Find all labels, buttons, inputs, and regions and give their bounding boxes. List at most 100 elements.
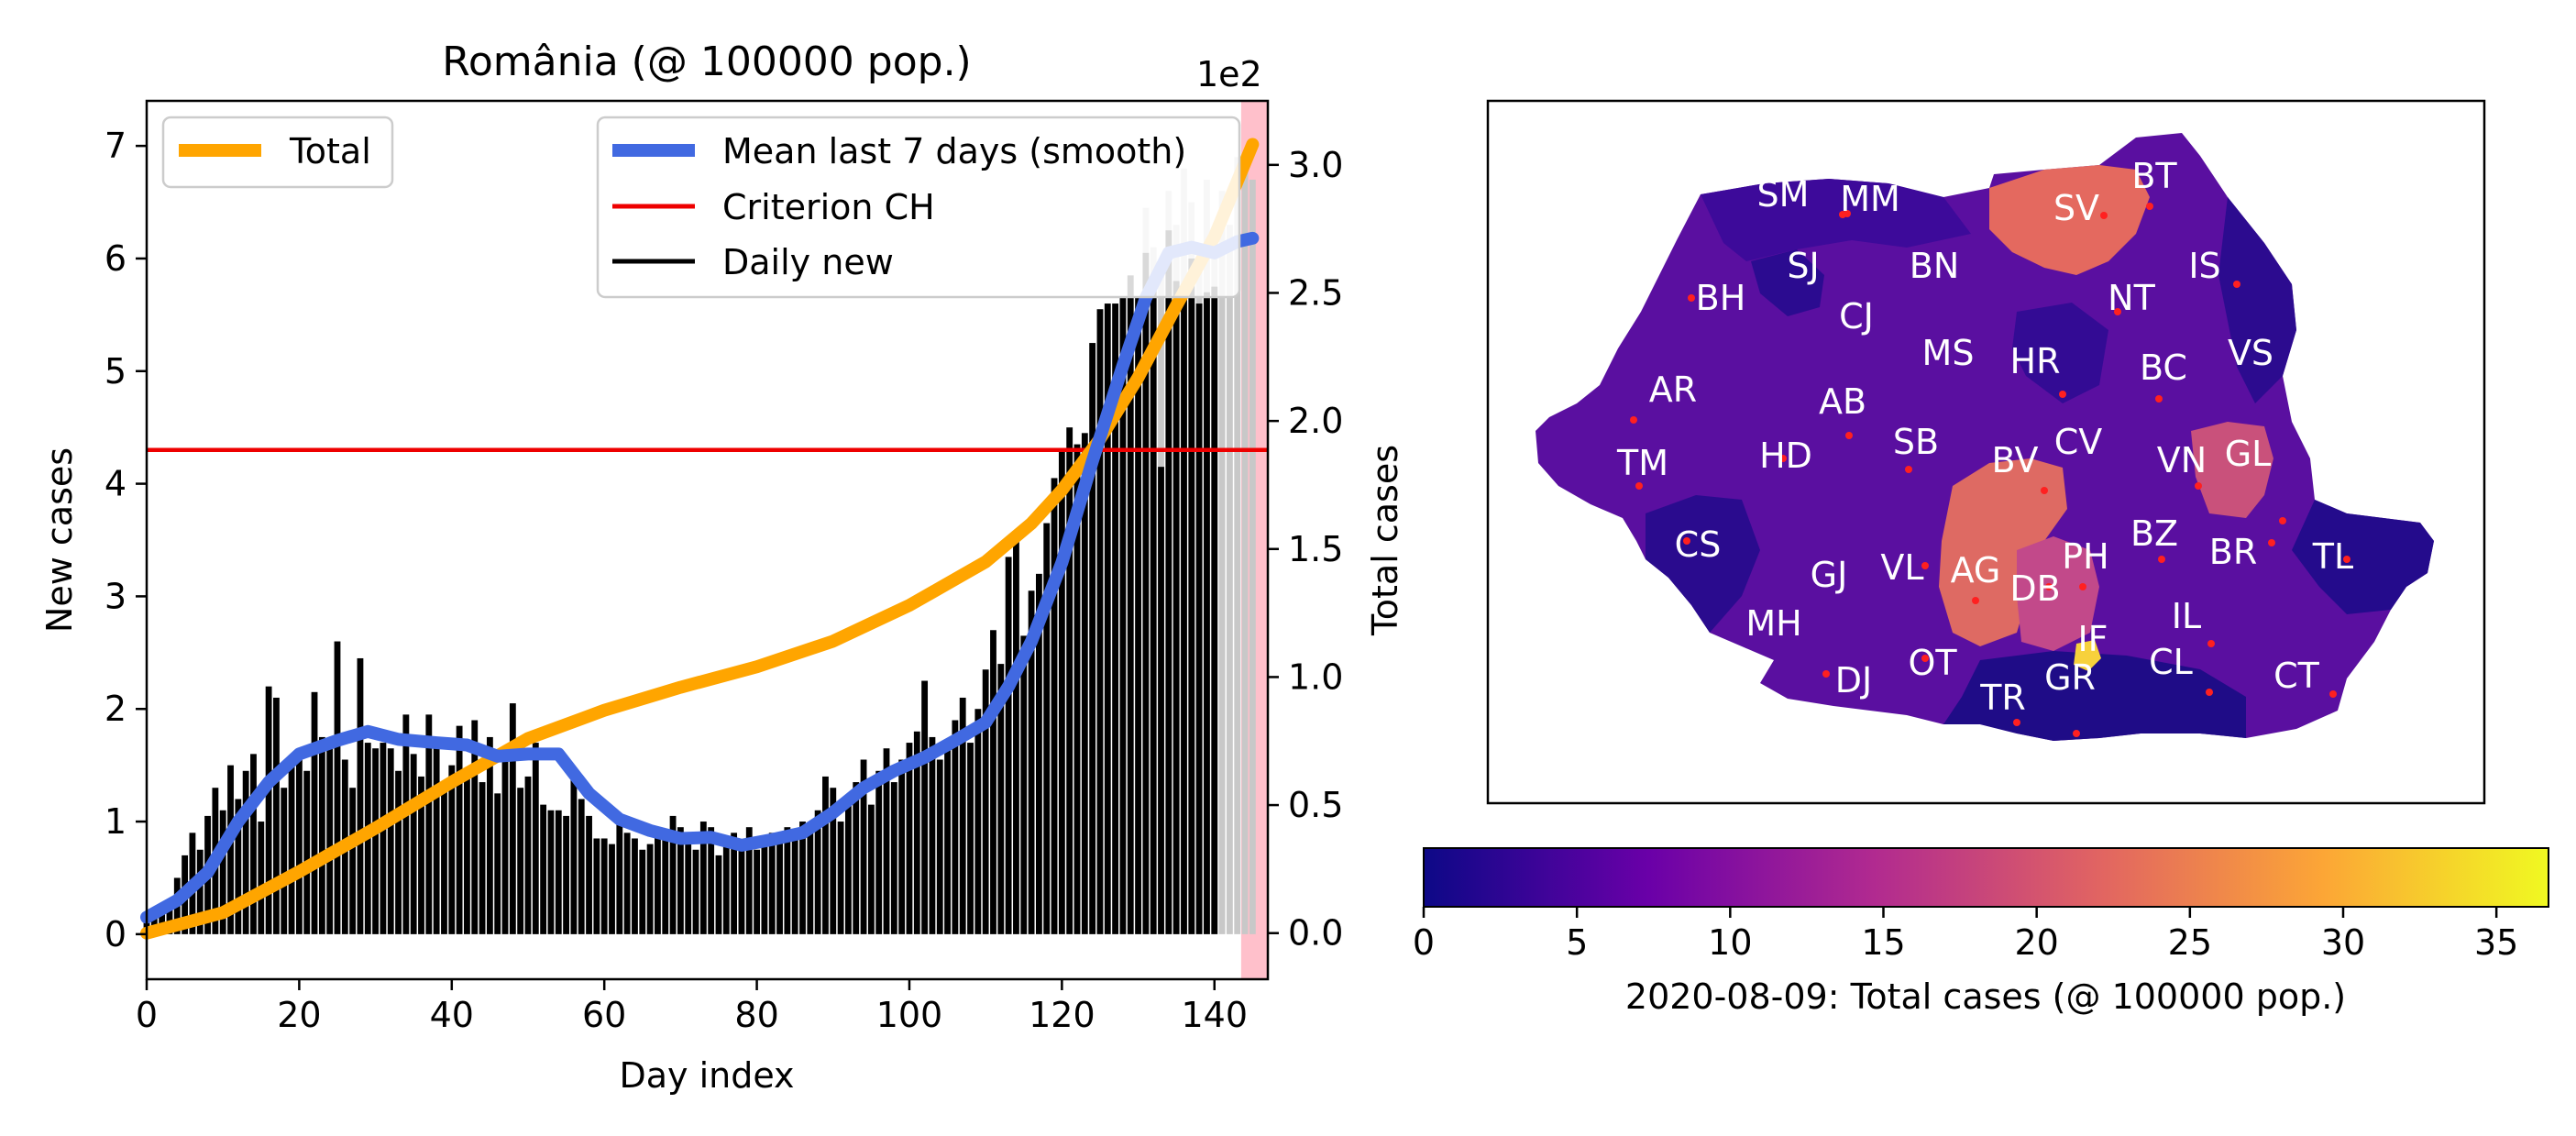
daily-bar (738, 844, 745, 934)
daily-bar (1096, 309, 1104, 934)
daily-bar (1081, 433, 1088, 934)
county-seat-marker (2073, 730, 2080, 737)
region-dark-tl (2292, 500, 2434, 614)
daily-bar (1142, 252, 1150, 934)
x-tick-label: 20 (277, 995, 321, 1035)
county-seat-marker (1845, 432, 1853, 439)
colorbar-tick-label: 20 (2014, 922, 2058, 963)
county-label: CL (2149, 642, 2193, 682)
daily-bar (1089, 343, 1096, 934)
region-db (2017, 536, 2099, 651)
county-seat-marker (2279, 517, 2286, 524)
colorbar-label: 2020-08-09: Total cases (@ 100000 pop.) (1625, 976, 2346, 1017)
colorbar-tick-label: 25 (2168, 922, 2212, 963)
legend-mean-label: Mean last 7 days (smooth) (722, 131, 1186, 171)
colorbar-tick-label: 10 (1708, 922, 1752, 963)
daily-bar (281, 788, 288, 934)
county-seat-marker (1822, 670, 1830, 678)
daily-bar (830, 788, 837, 934)
county-label: DB (2009, 568, 2060, 609)
y2-axis-label: Total cases (1365, 445, 1405, 636)
faded-bar (1234, 157, 1241, 934)
daily-bar (754, 849, 760, 934)
county-label: CT (2273, 656, 2320, 696)
y2-tick-label: 1.0 (1288, 656, 1343, 697)
county-label: GL (2225, 434, 2272, 474)
daily-bar (745, 827, 753, 934)
daily-bar (1028, 590, 1035, 934)
colorbar (1423, 847, 2549, 908)
daily-bar (1127, 275, 1134, 934)
daily-bar (990, 630, 996, 934)
daily-bar (242, 770, 249, 934)
x-tick-label: 0 (136, 995, 158, 1035)
daily-bar (334, 641, 341, 934)
daily-bar (540, 804, 547, 934)
daily-bar (600, 838, 608, 934)
right-map: SM MM SV BT SJ BN IS BH NT CJ VS MS HR BC AR AB CV SB BV VN… (1413, 99, 2549, 1017)
daily-bar (1204, 292, 1210, 934)
region-sv (1989, 165, 2150, 275)
y-tick-label: 5 (105, 351, 127, 392)
daily-bar (1158, 467, 1164, 934)
x-tick-label: 100 (876, 995, 943, 1035)
y2-offset-label: 1e2 (1196, 54, 1262, 94)
daily-bar (929, 736, 936, 934)
daily-bar (722, 838, 730, 934)
daily-bar (1119, 297, 1127, 934)
daily-bar (1013, 534, 1019, 934)
county-seat-marker (1839, 211, 1846, 218)
daily-bar (166, 906, 173, 934)
daily-bar (997, 664, 1005, 934)
county-seat-marker (1688, 294, 1695, 302)
daily-bar (311, 691, 318, 934)
region-dark-south (1943, 651, 2246, 741)
daily-bar (326, 748, 334, 934)
county-label: GR (2044, 657, 2096, 698)
daily-bar (479, 782, 486, 934)
daily-bar (655, 827, 661, 934)
county-label: VL (1880, 547, 1923, 588)
county-label: SV (2053, 188, 2099, 228)
county-seat-marker (1683, 537, 1690, 545)
daily-bar (646, 844, 654, 934)
daily-bar (387, 748, 394, 934)
daily-bar (776, 833, 783, 934)
daily-bar (609, 844, 615, 934)
daily-bar (258, 822, 265, 934)
daily-bar (227, 765, 234, 934)
county-label: DJ (1835, 660, 1872, 700)
county-seat-marker (2206, 689, 2213, 696)
county-label: CV (2054, 422, 2103, 462)
county-label: TR (1979, 678, 2026, 718)
region-dark-north (1701, 179, 1971, 261)
daily-bar (425, 714, 433, 934)
y2-tick-label: 2.5 (1288, 272, 1343, 313)
y-tick-label: 2 (105, 689, 127, 729)
county-label: AB (1819, 381, 1866, 422)
county-seat-marker (1630, 416, 1637, 424)
county-seat-marker (2079, 583, 2086, 590)
county-label: GJ (1811, 555, 1848, 595)
daily-bar (1043, 523, 1051, 934)
daily-bar (853, 782, 860, 934)
county-seat-marker (2146, 203, 2153, 210)
legend-total-label: Total (289, 131, 371, 171)
county-label: CS (1675, 524, 1722, 565)
county-label: BV (1992, 440, 2039, 480)
daily-bar (1020, 635, 1028, 934)
daily-bar (1195, 303, 1203, 934)
daily-bar (677, 827, 684, 934)
county-label: BH (1696, 278, 1746, 318)
daily-bar (799, 822, 806, 934)
county-label: BC (2140, 347, 2187, 388)
colorbar-tick-label: 5 (1566, 922, 1588, 963)
region-dark-east (2218, 197, 2296, 403)
daily-bar (555, 810, 562, 934)
daily-bar (471, 720, 479, 934)
daily-bar (731, 833, 738, 934)
daily-bar (433, 743, 440, 934)
total-series-line (140, 138, 1260, 940)
daily-bar (883, 748, 890, 934)
county-label: CJ (1839, 296, 1874, 336)
